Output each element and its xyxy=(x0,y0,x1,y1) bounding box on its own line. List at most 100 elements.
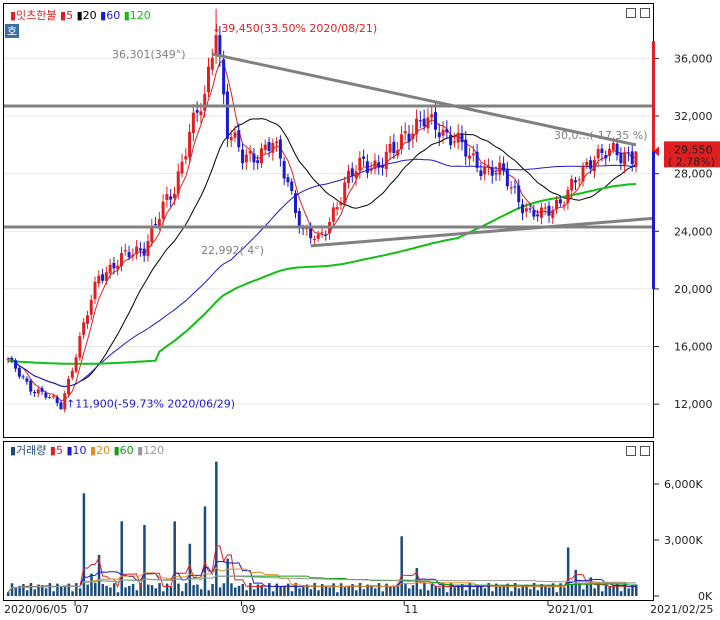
candle-body xyxy=(59,402,63,410)
candle-body xyxy=(539,207,543,218)
volume-bar xyxy=(506,583,509,596)
ma-20-line xyxy=(7,118,637,388)
volume-bar xyxy=(207,590,211,596)
ma-60-line xyxy=(7,158,637,388)
volume-bar xyxy=(249,582,252,596)
candle-body xyxy=(180,161,184,174)
candle-body xyxy=(373,160,377,170)
volume-bar xyxy=(351,584,354,596)
candle-body xyxy=(195,110,199,113)
volume-bar xyxy=(555,592,559,596)
candle-body xyxy=(532,210,536,217)
volume-bar xyxy=(377,583,381,596)
y-tick-label: 16,000 xyxy=(674,341,713,354)
candle-body xyxy=(248,151,252,154)
candle-body xyxy=(384,152,388,170)
candle-body xyxy=(48,396,52,398)
candle-body xyxy=(154,223,158,225)
volume-bar xyxy=(165,583,169,596)
x-tick-label: 2021/01 xyxy=(548,603,594,616)
candle-body xyxy=(157,218,161,226)
candle-body xyxy=(528,208,532,210)
candle-body xyxy=(55,397,59,404)
volume-bar xyxy=(128,585,131,596)
candle-body xyxy=(570,178,574,191)
candle-body xyxy=(222,59,226,95)
volume-bar xyxy=(445,592,449,596)
candle-body xyxy=(445,129,449,133)
candle-body xyxy=(207,66,211,93)
volume-chart-panel[interactable]: 0K 3,000K 6,000K ▮거래량 ▮5 ▮10 ▮20 ▮60 ▮120 xyxy=(3,441,713,603)
volume-bar xyxy=(188,543,192,596)
candle-body xyxy=(188,132,192,158)
volume-bar xyxy=(578,582,581,596)
candle-body xyxy=(191,112,195,134)
candle-body xyxy=(244,154,248,163)
price-chart-svg[interactable]: 12,000 16,000 20,000 24,000 28,000 32,000 36,0… xyxy=(4,4,720,437)
volume-bar xyxy=(635,584,638,596)
volume-ma-20-line xyxy=(7,566,636,593)
volume-bar xyxy=(154,588,158,596)
candle-body xyxy=(169,196,173,200)
volume-bar xyxy=(408,588,411,596)
volume-chart-svg[interactable]: 0K 3,000K 6,000K ▮거래량 ▮5 ▮10 ▮20 ▮60 ▮120 xyxy=(4,442,720,603)
candle-body xyxy=(172,194,176,199)
volume-bar xyxy=(559,583,562,596)
candle-body xyxy=(97,275,101,284)
volume-bar xyxy=(109,587,112,596)
current-change: ( 2.78%) xyxy=(668,155,715,168)
candle-body xyxy=(475,151,479,168)
volume-bar xyxy=(540,584,543,596)
candle-body xyxy=(547,205,551,216)
candle-body xyxy=(577,179,581,181)
minimize-button[interactable] xyxy=(626,446,636,456)
volume-bar xyxy=(517,588,521,596)
maximize-button[interactable] xyxy=(640,8,650,18)
candle-body xyxy=(558,199,562,204)
volume-bar xyxy=(623,583,627,596)
candle-body xyxy=(142,248,146,256)
volume-bar xyxy=(275,583,279,596)
volume-bar xyxy=(173,521,176,596)
ma-120-line xyxy=(7,183,637,365)
candle-body xyxy=(536,214,540,217)
candle-body xyxy=(381,165,385,168)
volume-bar xyxy=(525,584,528,596)
candle-body xyxy=(324,234,328,236)
price-chart-panel[interactable]: 12,000 16,000 20,000 24,000 28,000 32,000 36,0… xyxy=(3,3,720,438)
volume-bar xyxy=(48,583,52,596)
trendline-top-label: 36,301(349°) xyxy=(112,48,186,61)
y-tick-label: 28,000 xyxy=(674,168,713,181)
candle-body xyxy=(509,187,513,189)
volume-bar xyxy=(468,582,472,596)
volume-bar xyxy=(487,583,490,596)
candle-body xyxy=(479,170,483,177)
volume-bar xyxy=(476,584,479,596)
candle-body xyxy=(468,155,472,159)
volume-bar xyxy=(495,583,498,596)
candle-body xyxy=(490,167,494,176)
candle-body xyxy=(585,161,589,166)
volume-bar xyxy=(233,587,237,596)
candle-body xyxy=(517,185,521,203)
range-bar-down xyxy=(652,151,655,289)
y-tick-label: 20,000 xyxy=(674,283,713,296)
candle-body xyxy=(82,322,86,335)
candle-body xyxy=(335,207,339,210)
candle-body xyxy=(40,388,44,392)
volume-bar xyxy=(94,582,97,596)
candle-body xyxy=(502,163,506,171)
candle-body xyxy=(600,148,604,154)
volume-bar xyxy=(184,583,188,596)
maximize-button[interactable] xyxy=(640,446,650,456)
volume-bar xyxy=(203,506,207,596)
candle-body xyxy=(596,149,600,159)
candle-body xyxy=(634,151,638,167)
candle-body xyxy=(290,181,294,191)
minimize-button[interactable] xyxy=(626,8,636,18)
volume-bar xyxy=(460,584,464,596)
volume-bar xyxy=(423,582,426,596)
volume-bar xyxy=(237,585,241,596)
candle-body xyxy=(388,144,392,153)
descending-trendline xyxy=(211,52,637,147)
